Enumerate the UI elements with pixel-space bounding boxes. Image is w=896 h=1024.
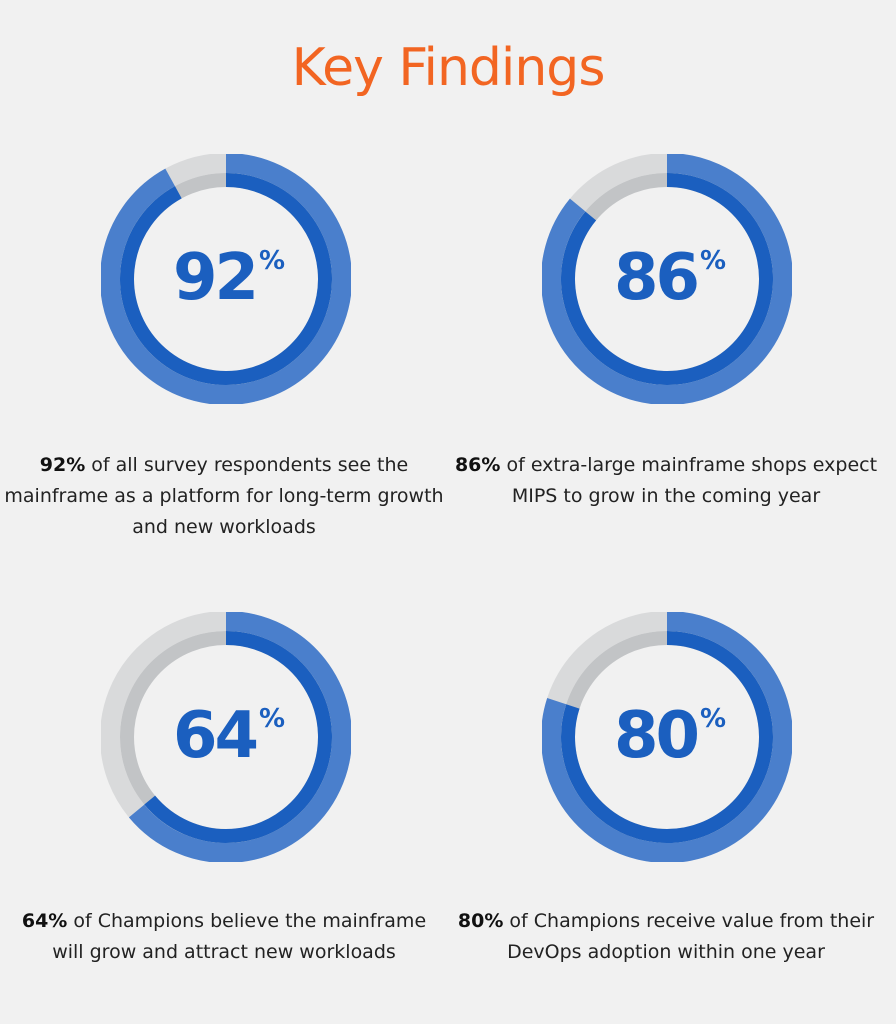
- finding-caption: 64% of Champions believe the mainframe w…: [4, 906, 444, 968]
- donut-value-number: 86: [613, 241, 700, 315]
- caption-text: of Champions believe the mainframe will …: [52, 910, 427, 963]
- finding-caption: 86% of extra-large mainframe shops expec…: [446, 450, 886, 512]
- donut-graphic: [542, 154, 792, 404]
- donut-graphic: [101, 612, 351, 862]
- caption-highlight: 92%: [39, 454, 86, 476]
- donut-chart-80: 80 %: [542, 612, 792, 862]
- caption-highlight: 80%: [457, 910, 504, 932]
- donut-percent-sign: %: [700, 704, 727, 734]
- caption-text: of all survey respondents see the mainfr…: [4, 454, 444, 538]
- donut-percent-sign: %: [259, 704, 286, 734]
- caption-highlight: 64%: [21, 910, 68, 932]
- donut-value-number: 92: [172, 241, 259, 315]
- donut-chart-64: 64 %: [101, 612, 351, 862]
- finding-caption: 80% of Champions receive value from thei…: [446, 906, 886, 968]
- donut-value-inner-arc: [144, 631, 332, 843]
- donut-value-inner-arc: [561, 631, 773, 843]
- caption-text: of extra-large mainframe shops expect MI…: [500, 454, 878, 507]
- donut-value-outer-arc: [128, 612, 351, 862]
- caption-text: of Champions receive value from their De…: [503, 910, 875, 963]
- donut-value-inner-arc: [561, 173, 773, 385]
- donut-graphic: [101, 154, 351, 404]
- donut-graphic: [542, 612, 792, 862]
- donut-value-number: 64: [172, 699, 259, 773]
- donut-percent-sign: %: [259, 246, 286, 276]
- donut-value-outer-arc: [101, 154, 351, 404]
- donut-chart-86: 86 %: [542, 154, 792, 404]
- donut-value-inner-arc: [120, 173, 333, 385]
- donut-chart-92: 92 %: [101, 154, 351, 404]
- donut-value-outer-arc: [542, 154, 792, 404]
- page-title: Key Findings: [291, 38, 606, 98]
- donut-value-number: 80: [613, 699, 700, 773]
- caption-highlight: 86%: [454, 454, 501, 476]
- donut-percent-sign: %: [700, 246, 727, 276]
- donut-value-outer-arc: [542, 612, 792, 862]
- finding-caption: 92% of all survey respondents see the ma…: [4, 450, 444, 543]
